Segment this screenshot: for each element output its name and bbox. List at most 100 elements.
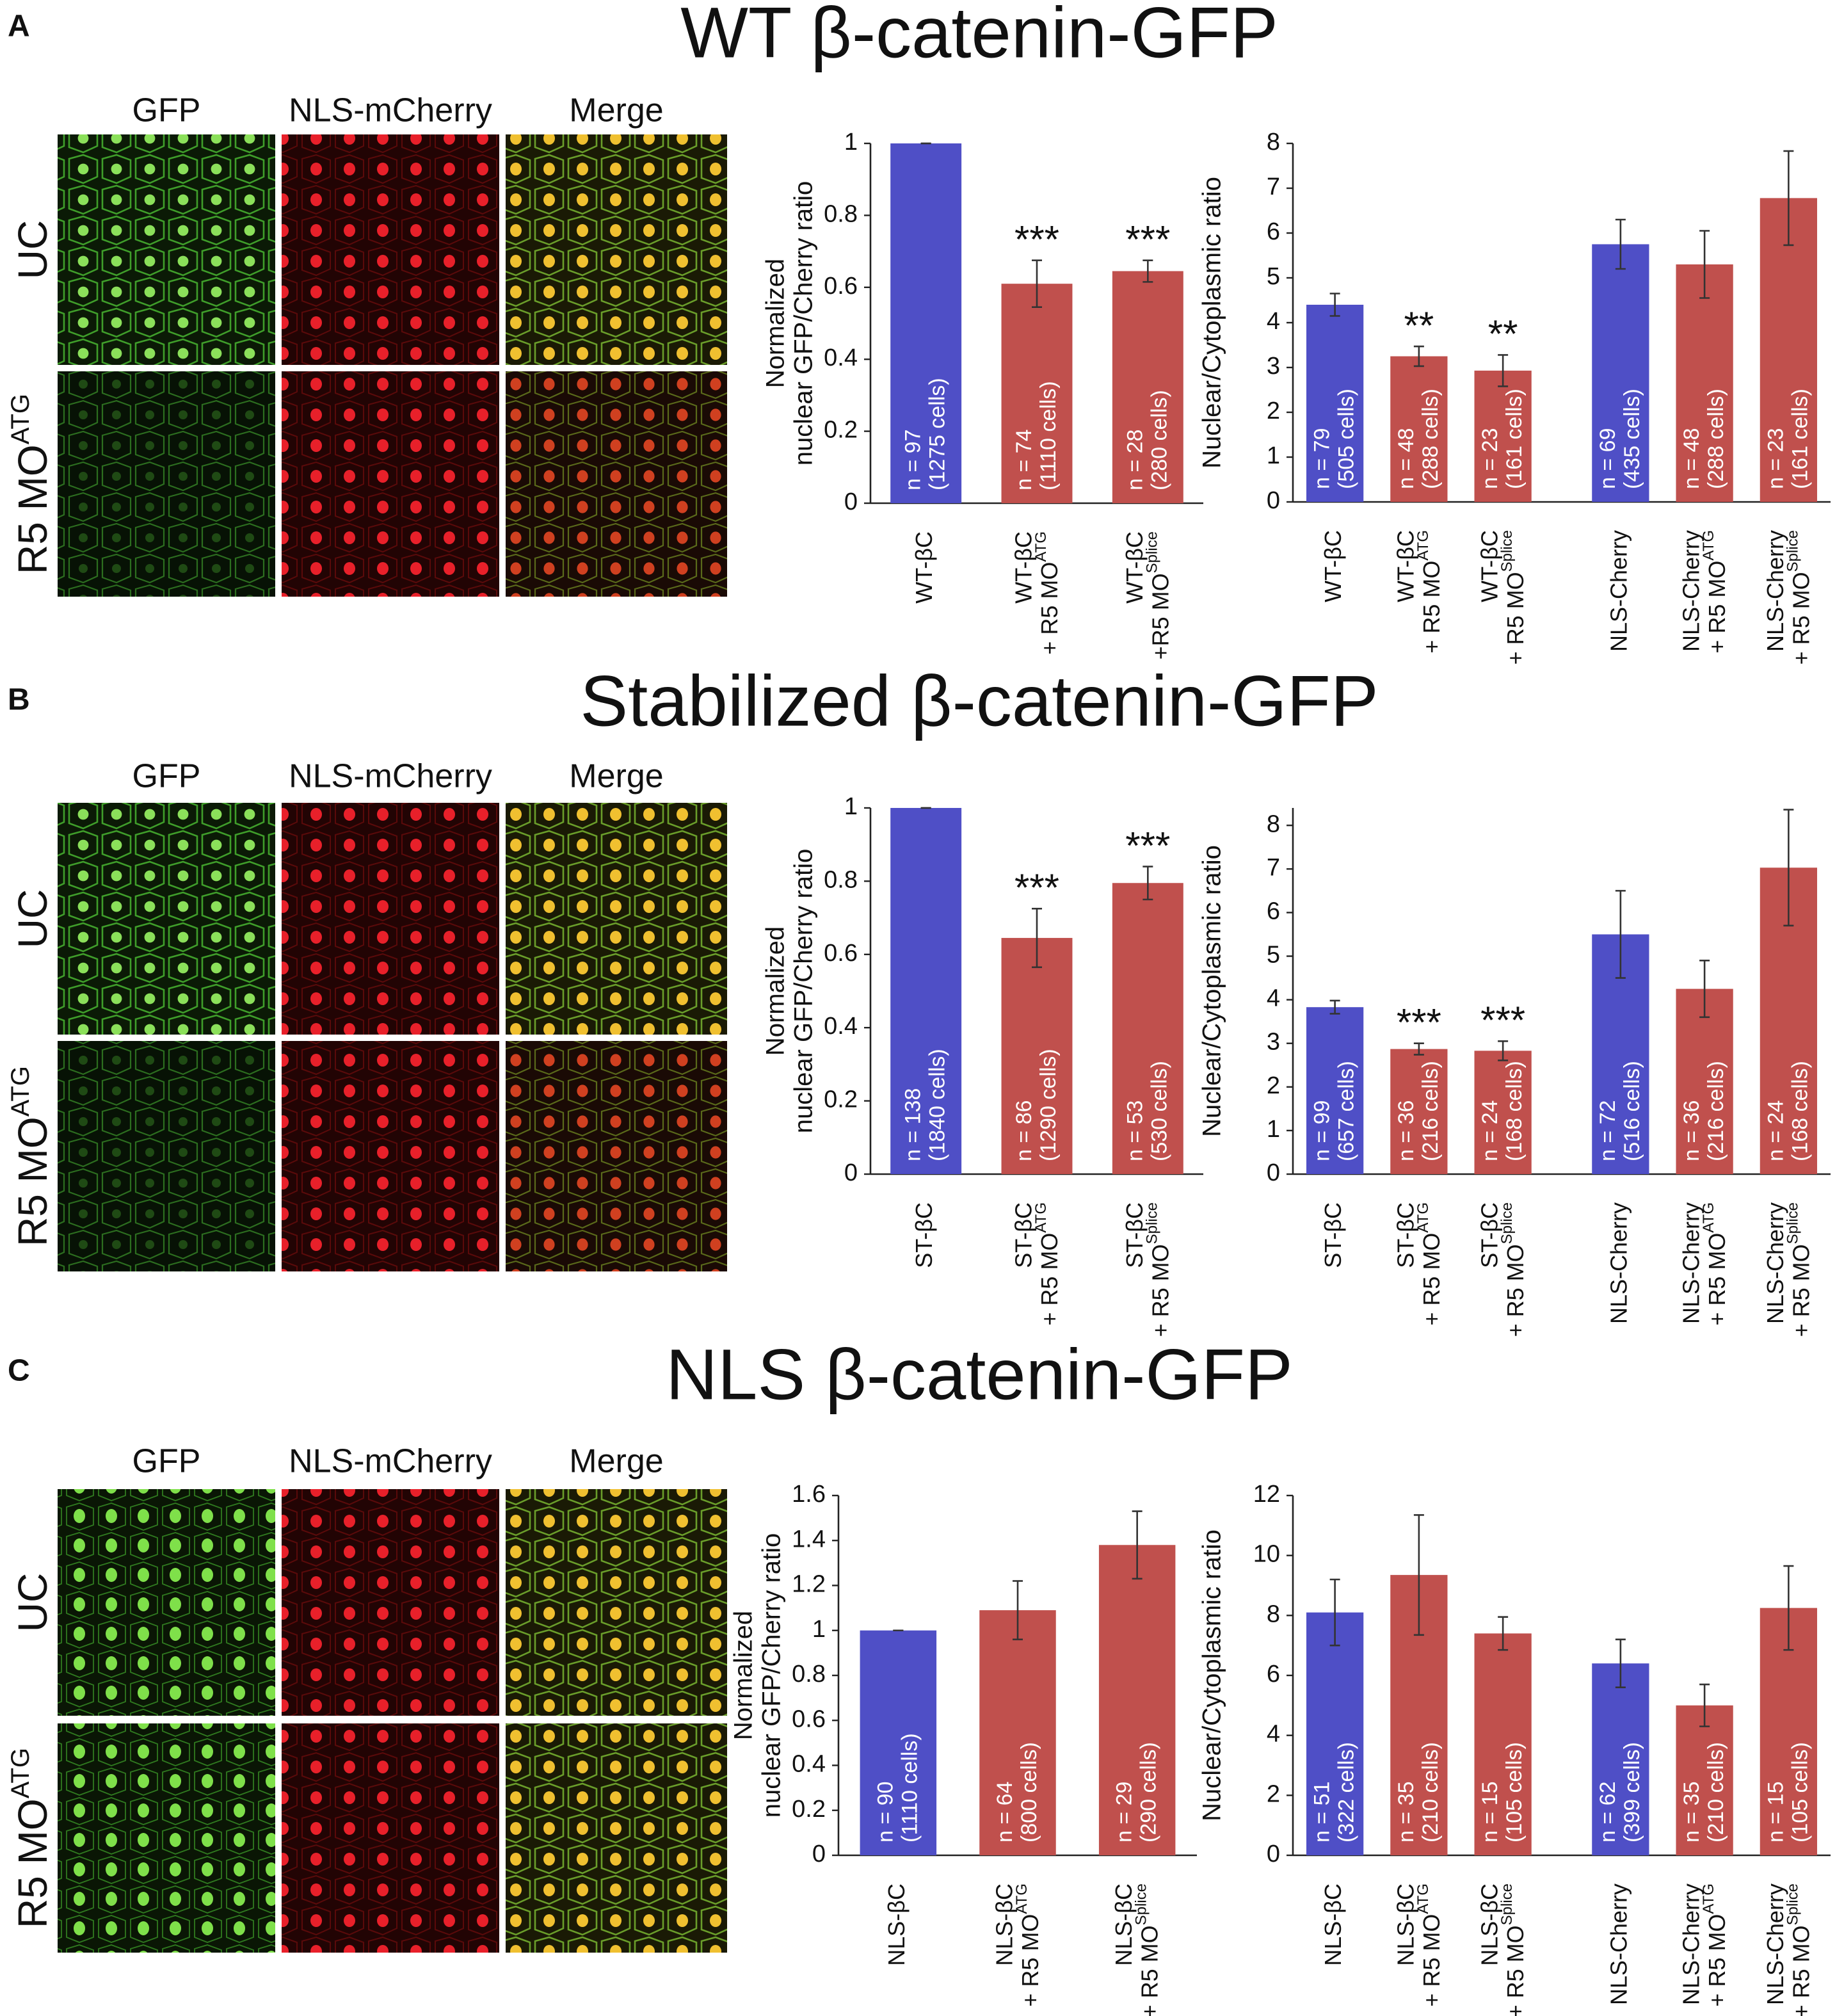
bar-label: n = 99 bbox=[1310, 1101, 1335, 1161]
x-tick-label-sup: Splice bbox=[1784, 530, 1802, 572]
micrograph bbox=[58, 1723, 275, 1953]
bar-label: n = 36 bbox=[1394, 1101, 1418, 1161]
bar-label: (210 cells) bbox=[1418, 1742, 1443, 1843]
bar-label: n = 48 bbox=[1394, 428, 1418, 489]
y-axis-label: Nuclear/Cytoplasmic ratio bbox=[1198, 845, 1226, 1137]
significance: *** bbox=[1125, 824, 1170, 867]
bar-label: n = 48 bbox=[1680, 428, 1704, 489]
y-tick-label: 2 bbox=[1267, 398, 1280, 424]
x-tick-label: WT-βC bbox=[1477, 530, 1503, 602]
significance: ** bbox=[1404, 304, 1434, 347]
y-tick-label: 1.2 bbox=[792, 1571, 826, 1598]
y-tick-label: 1.4 bbox=[792, 1526, 826, 1552]
y-tick-label: 0.8 bbox=[824, 866, 858, 893]
bar-label: n = 62 bbox=[1596, 1782, 1620, 1843]
x-tick-label-text: + R5 MO bbox=[1788, 572, 1814, 665]
y-axis-label: Normalized bbox=[730, 1611, 758, 1740]
bar-label: n = 74 bbox=[1012, 430, 1036, 490]
y-tick-label: 0 bbox=[812, 1841, 826, 1867]
micrograph bbox=[58, 1041, 275, 1271]
y-tick-label: 0.2 bbox=[792, 1796, 826, 1823]
micrograph bbox=[506, 1723, 727, 1953]
x-tick-label: NLS-Cherry bbox=[1678, 1883, 1704, 2005]
y-tick-label: 0 bbox=[844, 1159, 858, 1186]
error-bar bbox=[1142, 259, 1153, 283]
x-tick-label-text: + R5 MO bbox=[1418, 1914, 1444, 2007]
bar-label: (1110 cells) bbox=[897, 1733, 922, 1843]
error-bar bbox=[1329, 1578, 1340, 1647]
y-tick-label: 4 bbox=[1267, 308, 1280, 335]
x-tick-label: NLS-Cherry bbox=[1605, 1883, 1632, 2005]
bar-label: (1110 cells) bbox=[1036, 381, 1061, 490]
y-tick-label: 8 bbox=[1267, 129, 1280, 156]
y-tick-label: 0.4 bbox=[792, 1751, 826, 1778]
bar bbox=[1592, 1663, 1649, 1855]
error-bar bbox=[1615, 890, 1626, 979]
bar-label: n = 24 bbox=[1478, 1101, 1502, 1161]
bar-label: n = 36 bbox=[1680, 1101, 1704, 1161]
bar-label: n = 29 bbox=[1112, 1782, 1137, 1843]
x-tick-label: NLS-βC bbox=[883, 1883, 910, 1966]
bar-label: n = 138 bbox=[901, 1088, 926, 1161]
y-axis-label: Normalized bbox=[762, 259, 790, 388]
error-bar bbox=[1413, 1042, 1424, 1056]
bar-label: n = 23 bbox=[1478, 428, 1502, 489]
error-bar bbox=[1413, 345, 1424, 367]
x-tick-label: + R5 MOSplice bbox=[1133, 1883, 1162, 2016]
x-tick-label-text: + R5 MO bbox=[1704, 1233, 1730, 1326]
y-tick-label: 1 bbox=[844, 129, 858, 156]
row-label-text: R5 MO bbox=[10, 1798, 56, 1928]
bar bbox=[1676, 264, 1733, 502]
error-bar bbox=[1498, 1040, 1509, 1061]
bar-label: n = 51 bbox=[1310, 1782, 1335, 1843]
x-tick-label-text: + R5 MO bbox=[1502, 1244, 1528, 1337]
error-bar bbox=[1699, 230, 1710, 299]
x-tick-label: + R5 MOATG bbox=[1415, 1883, 1444, 2007]
bar-label: (505 cells) bbox=[1335, 389, 1359, 489]
x-tick-label-sup: ATG bbox=[1700, 530, 1717, 561]
column-label: GFP bbox=[132, 1443, 201, 1480]
x-tick-label-text: + R5 MO bbox=[1788, 1244, 1814, 1337]
y-tick-label: 0.6 bbox=[824, 273, 858, 300]
x-tick-label: ST-βC bbox=[1121, 1202, 1148, 1268]
panel-title: NLS β-catenin-GFP bbox=[666, 1335, 1292, 1415]
y-tick-label: 6 bbox=[1267, 218, 1280, 245]
x-tick-label: NLS-Cherry bbox=[1762, 1202, 1788, 1324]
micrograph bbox=[282, 1041, 499, 1271]
bar bbox=[890, 143, 962, 503]
error-bar bbox=[1032, 908, 1042, 969]
y-tick-label: 8 bbox=[1267, 810, 1280, 837]
x-tick-label-sup: ATG bbox=[1700, 1883, 1717, 1914]
significance: *** bbox=[1397, 1001, 1441, 1044]
x-tick-label: NLS-βC bbox=[991, 1883, 1018, 1966]
micrograph bbox=[282, 1489, 499, 1716]
y-tick-label: 6 bbox=[1267, 1661, 1280, 1688]
y-tick-label: 0 bbox=[844, 488, 858, 515]
y-tick-label: 2 bbox=[1267, 1072, 1280, 1099]
x-tick-label-text: + R5 MO bbox=[1418, 561, 1444, 654]
y-tick-label: 0.2 bbox=[824, 1086, 858, 1113]
panel-title: Stabilized β-catenin-GFP bbox=[580, 661, 1378, 741]
x-tick-label: +R5 MOSplice bbox=[1144, 531, 1173, 659]
bar-label: n = 97 bbox=[901, 430, 926, 490]
x-tick-label: NLS-Cherry bbox=[1605, 1202, 1632, 1324]
error-bar bbox=[1699, 1683, 1710, 1727]
bar bbox=[1001, 938, 1073, 1174]
x-tick-label: WT-βC bbox=[1320, 530, 1346, 602]
bar-label: (210 cells) bbox=[1704, 1742, 1728, 1843]
panel-letter: A bbox=[8, 10, 30, 44]
x-tick-label: NLS-Cherry bbox=[1678, 530, 1704, 652]
significance: *** bbox=[1014, 218, 1059, 261]
bar-label: n = 23 bbox=[1763, 428, 1788, 489]
x-tick-label: + R5 MOATG bbox=[1415, 530, 1444, 654]
column-label: Merge bbox=[569, 758, 663, 795]
x-tick-label: + R5 MOSplice bbox=[1144, 1202, 1173, 1337]
x-tick-label: + R5 MOATG bbox=[1700, 1202, 1729, 1326]
x-tick-label: WT-βC bbox=[911, 531, 937, 604]
bar-label: (399 cells) bbox=[1620, 1742, 1644, 1843]
micrograph bbox=[282, 803, 499, 1035]
bar-label: n = 72 bbox=[1596, 1101, 1620, 1161]
bar-label: (1275 cells) bbox=[926, 378, 950, 490]
x-tick-label: NLS-βC bbox=[1110, 1883, 1137, 1966]
